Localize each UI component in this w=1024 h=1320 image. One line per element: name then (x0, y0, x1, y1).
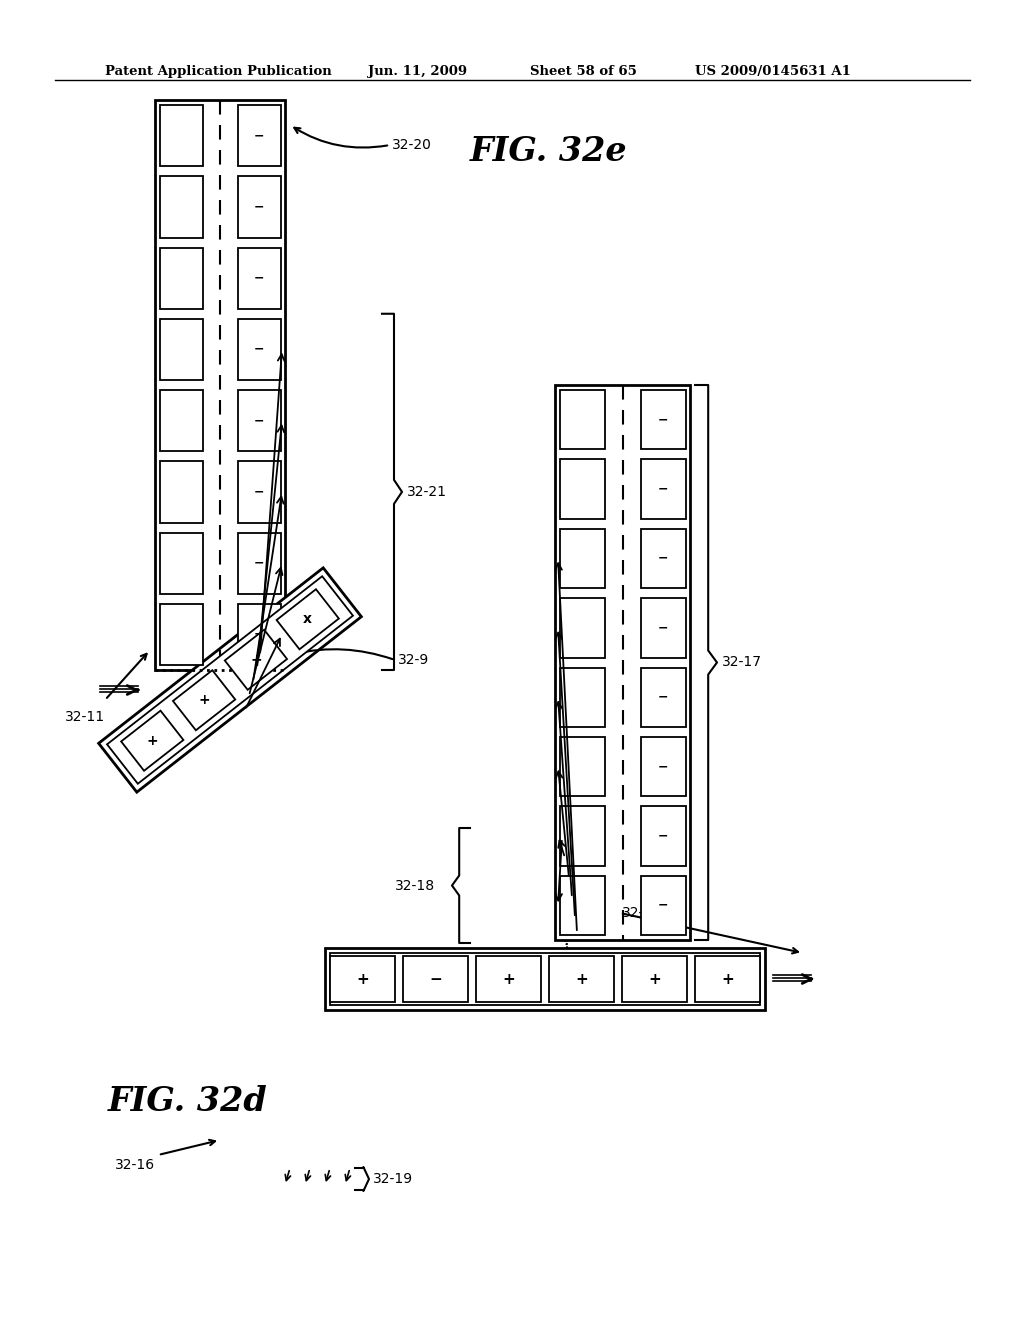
Text: −: − (254, 628, 264, 642)
Text: −: − (254, 272, 264, 285)
Text: +: + (356, 972, 369, 986)
Text: 32-16: 32-16 (115, 1158, 155, 1172)
Text: −: − (254, 486, 264, 499)
Polygon shape (121, 710, 183, 771)
Bar (160, 318, 204, 380)
Text: −: − (254, 557, 264, 570)
Bar (560, 389, 605, 449)
Bar (325, 948, 765, 1010)
Bar (560, 459, 605, 519)
Text: 32-11: 32-11 (622, 906, 663, 920)
Bar (330, 953, 760, 1005)
Text: Patent Application Publication: Patent Application Publication (105, 65, 332, 78)
Text: +: + (648, 972, 660, 986)
Bar (160, 532, 204, 594)
Bar (560, 529, 605, 589)
Bar (330, 956, 395, 1002)
Text: +: + (250, 653, 262, 667)
Bar (560, 598, 605, 657)
Text: −: − (658, 483, 669, 495)
Text: −: − (254, 414, 264, 428)
Bar (641, 807, 686, 866)
Bar (238, 461, 281, 523)
Polygon shape (108, 577, 353, 784)
Bar (155, 100, 285, 671)
Bar (555, 385, 690, 940)
Text: FIG. 32e: FIG. 32e (470, 135, 628, 168)
Bar (476, 956, 541, 1002)
Bar (560, 875, 605, 935)
Bar (641, 875, 686, 935)
Text: Jun. 11, 2009: Jun. 11, 2009 (368, 65, 467, 78)
Polygon shape (98, 568, 361, 792)
Text: 32-20: 32-20 (392, 139, 432, 152)
Bar (403, 956, 468, 1002)
Text: FIG. 32d: FIG. 32d (108, 1085, 267, 1118)
Bar (560, 668, 605, 727)
Text: −: − (254, 343, 264, 356)
Text: 32-19: 32-19 (373, 1172, 413, 1185)
Text: 32-21: 32-21 (407, 484, 447, 499)
Bar (549, 956, 614, 1002)
Text: Sheet 58 of 65: Sheet 58 of 65 (530, 65, 637, 78)
Bar (695, 956, 760, 1002)
Text: −: − (429, 972, 442, 986)
Text: +: + (575, 972, 588, 986)
Text: −: − (658, 413, 669, 426)
Polygon shape (173, 671, 236, 730)
Bar (238, 318, 281, 380)
Bar (238, 603, 281, 665)
Text: −: − (658, 899, 669, 912)
Text: −: − (658, 690, 669, 704)
Text: US 2009/0145631 A1: US 2009/0145631 A1 (695, 65, 851, 78)
Bar (160, 106, 204, 166)
Text: 32-17: 32-17 (722, 656, 762, 669)
Bar (641, 737, 686, 796)
Polygon shape (224, 630, 287, 690)
Bar (160, 603, 204, 665)
Bar (160, 389, 204, 451)
Text: −: − (658, 552, 669, 565)
Text: −: − (254, 129, 264, 143)
Bar (160, 177, 204, 238)
Text: +: + (721, 972, 734, 986)
Text: −: − (254, 201, 264, 214)
Text: 32-18: 32-18 (395, 879, 435, 892)
Bar (641, 529, 686, 589)
Bar (641, 389, 686, 449)
Text: −: − (658, 622, 669, 635)
Text: +: + (199, 693, 210, 708)
Text: −: − (658, 760, 669, 774)
Text: −: − (658, 829, 669, 842)
Text: +: + (146, 734, 158, 747)
Bar (238, 248, 281, 309)
Bar (160, 461, 204, 523)
Bar (560, 807, 605, 866)
Bar (641, 668, 686, 727)
Bar (238, 389, 281, 451)
Bar (238, 106, 281, 166)
Text: +: + (502, 972, 515, 986)
Polygon shape (276, 589, 339, 649)
Bar (641, 459, 686, 519)
Bar (622, 956, 687, 1002)
Text: 32-11: 32-11 (65, 710, 105, 723)
Bar (560, 737, 605, 796)
Bar (238, 177, 281, 238)
Bar (160, 248, 204, 309)
Bar (641, 598, 686, 657)
Bar (238, 532, 281, 594)
Text: 32-9: 32-9 (398, 653, 429, 667)
Text: x: x (303, 612, 312, 626)
